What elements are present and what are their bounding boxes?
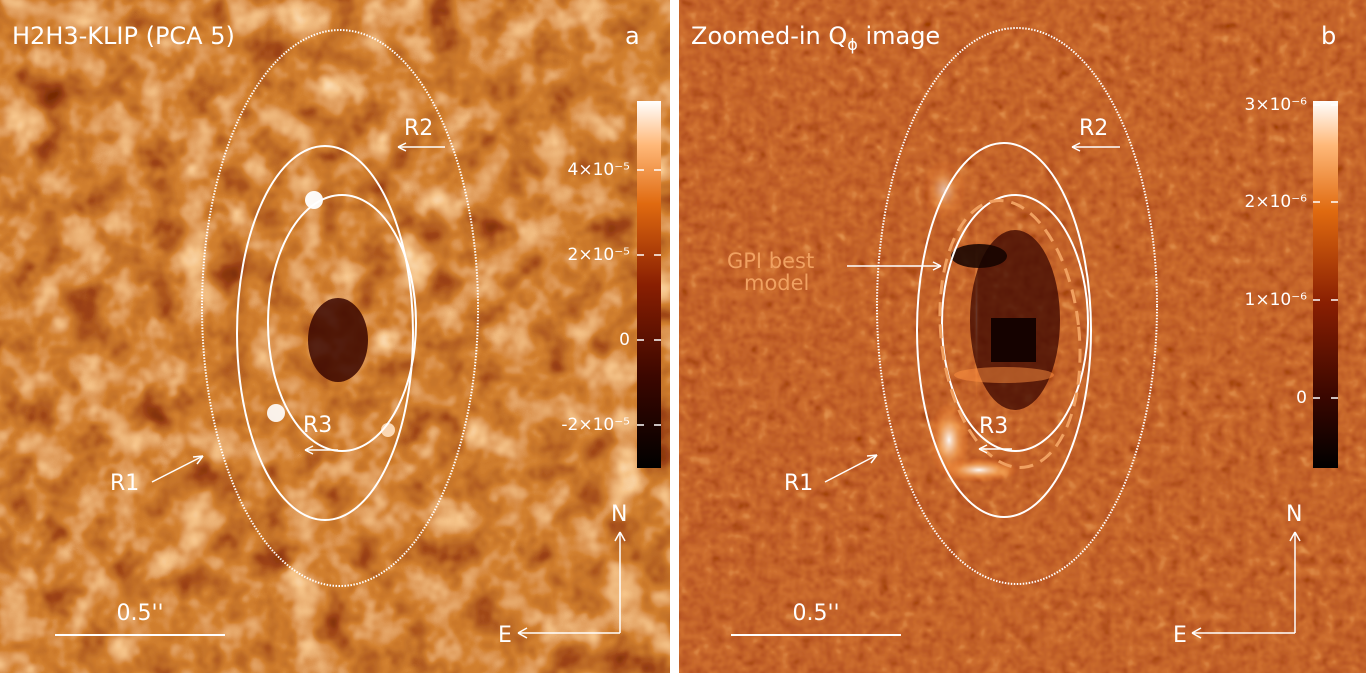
arrowhead-icon [192,455,204,465]
arrowhead-icon [614,531,626,542]
gpi-model-label-line1: GPI best [727,249,814,273]
bright-spot [305,191,323,209]
bright-spot [267,404,285,422]
arrowhead-icon [304,445,314,455]
ellipse-outer [201,29,479,587]
ellipse-middle [916,142,1092,518]
colorbar [637,101,661,468]
panel-a-image: H2H3-KLIP (PCA 5) a R2 R3 R1 4×10⁻⁵ 2×10… [0,0,670,673]
colorbar [1313,101,1338,468]
arrowhead-icon [866,454,878,464]
panel-title: H2H3-KLIP (PCA 5) [12,22,235,50]
bright-band [954,367,1054,383]
panel-letter: a [625,22,640,50]
scale-bar-label: 0.5'' [792,601,839,626]
panel-letter: b [1321,22,1336,50]
scale-bar-label: 0.5'' [116,601,163,626]
ellipse-inner [941,194,1089,452]
colorbar-tick-label: 1×10⁻⁶ [1245,290,1308,310]
label-r2: R2 [1079,116,1108,141]
colorbar-tick-label: 0 [619,330,630,350]
colorbar-tick-label: -2×10⁻⁵ [561,415,630,435]
colorbar-tick-label: 4×10⁻⁵ [568,160,630,180]
arrowhead-icon [1289,531,1301,542]
compass-north-label: N [611,502,627,527]
masked-center-core [991,318,1036,362]
arrowhead-icon [517,627,528,639]
arrow-r1 [151,455,204,483]
panel-a: H2H3-KLIP (PCA 5) a R2 R3 R1 4×10⁻⁵ 2×10… [0,0,670,673]
masked-center [308,298,368,382]
colorbar-tick-label: 0 [1296,388,1307,408]
panel-b-image: Zoomed-in Qϕ image b R2 GPI best model R… [679,0,1366,673]
label-r2: R2 [404,116,433,141]
disk-bright-region [929,402,969,478]
label-r3: R3 [303,413,332,438]
gpi-model-label-line2: model [744,271,809,295]
ellipse-middle [236,145,414,521]
arrowhead-icon [397,142,407,152]
arrowhead-icon [1191,627,1202,639]
label-r1: R1 [784,471,813,496]
colorbar-tick-label: 3×10⁻⁶ [1245,95,1308,115]
compass-east-label: E [498,623,512,648]
compass-east-label: E [1173,623,1187,648]
panel-b: Zoomed-in Qϕ image b R2 GPI best model R… [679,0,1366,673]
arrow-r1 [824,454,878,483]
gpi-model-ellipse [938,199,1082,469]
arrowhead-icon [978,444,988,454]
dark-lobe [951,244,1007,268]
compass-north-label: N [1286,502,1302,527]
colorbar-ticks [637,169,661,426]
label-r3: R3 [979,414,1008,439]
arrowhead-icon [932,261,942,271]
colorbar-tick-label: 2×10⁻⁵ [568,245,630,265]
arrowhead-icon [1071,142,1081,152]
ellipse-inner [267,194,417,452]
label-r1: R1 [110,471,139,496]
colorbar-tick-label: 2×10⁻⁶ [1245,192,1308,212]
ellipse-outer [876,27,1158,585]
colorbar-ticks [1313,104,1338,399]
panel-title: Zoomed-in Qϕ image [691,22,940,54]
